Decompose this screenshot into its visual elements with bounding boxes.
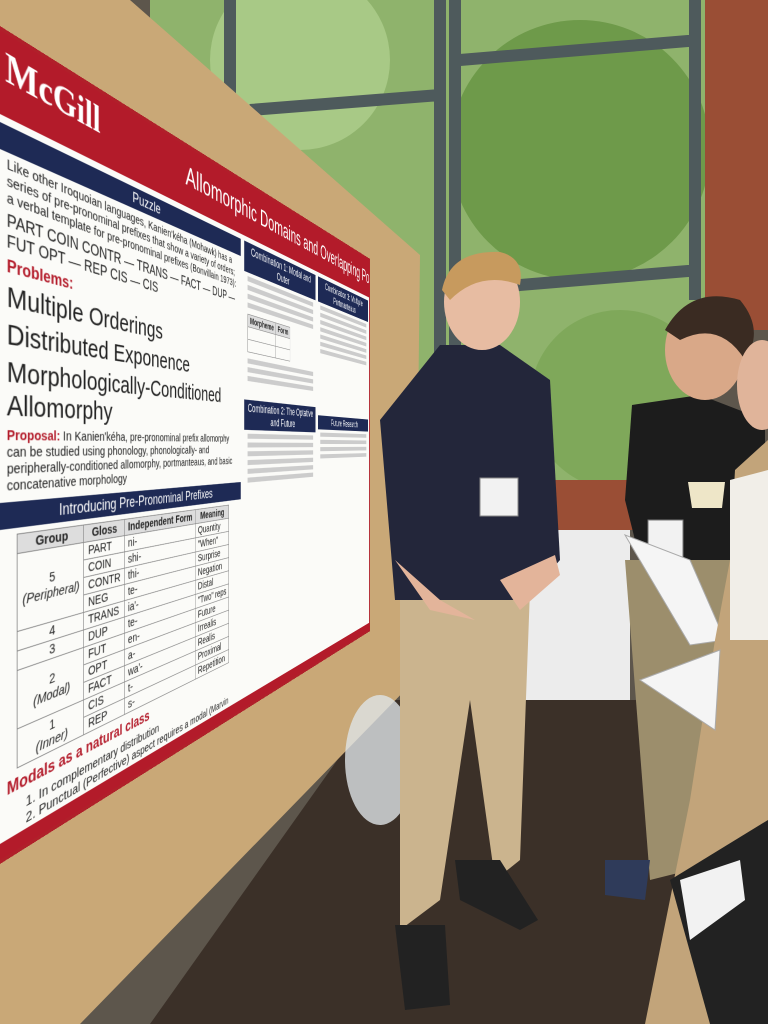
plastic-bag (345, 695, 415, 825)
foliage (450, 20, 710, 280)
brick-wall (705, 0, 768, 330)
presenter (380, 251, 560, 1010)
attendee (638, 340, 768, 1024)
